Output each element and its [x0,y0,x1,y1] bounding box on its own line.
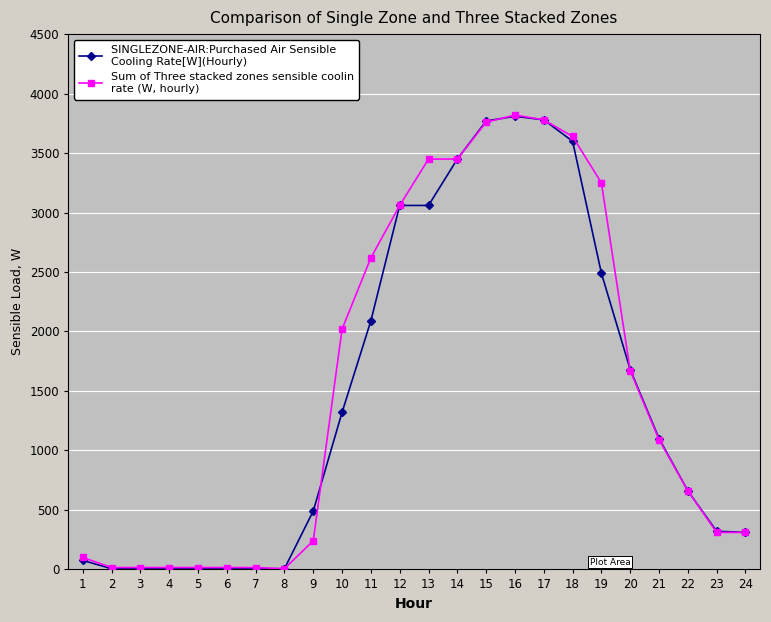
Sum of Three stacked zones sensible coolin
rate (W, hourly) [366,254,375,261]
Sum of Three stacked zones sensible coolin
rate (W, hourly) [308,537,318,544]
SINGLEZONE-AIR:Purchased Air Sensible
Cooling Rate[W](Hourly) [251,565,261,572]
Sum of Three stacked zones sensible coolin
rate (W, hourly) [683,487,692,494]
SINGLEZONE-AIR:Purchased Air Sensible
Cooling Rate[W](Hourly) [712,527,722,535]
SINGLEZONE-AIR:Purchased Air Sensible
Cooling Rate[W](Hourly) [78,557,87,564]
SINGLEZONE-AIR:Purchased Air Sensible
Cooling Rate[W](Hourly) [453,156,462,163]
SINGLEZONE-AIR:Purchased Air Sensible
Cooling Rate[W](Hourly) [280,565,289,572]
SINGLEZONE-AIR:Purchased Air Sensible
Cooling Rate[W](Hourly) [136,565,145,572]
Y-axis label: Sensible Load, W: Sensible Load, W [11,248,24,355]
SINGLEZONE-AIR:Purchased Air Sensible
Cooling Rate[W](Hourly) [510,113,520,120]
Sum of Three stacked zones sensible coolin
rate (W, hourly) [194,564,203,571]
Sum of Three stacked zones sensible coolin
rate (W, hourly) [712,529,722,536]
Sum of Three stacked zones sensible coolin
rate (W, hourly) [568,132,577,140]
Sum of Three stacked zones sensible coolin
rate (W, hourly) [539,116,548,124]
SINGLEZONE-AIR:Purchased Air Sensible
Cooling Rate[W](Hourly) [482,118,491,125]
X-axis label: Hour: Hour [395,597,433,611]
Sum of Three stacked zones sensible coolin
rate (W, hourly) [482,118,491,126]
SINGLEZONE-AIR:Purchased Air Sensible
Cooling Rate[W](Hourly) [539,116,548,124]
Sum of Three stacked zones sensible coolin
rate (W, hourly) [741,529,750,536]
SINGLEZONE-AIR:Purchased Air Sensible
Cooling Rate[W](Hourly) [655,435,664,442]
SINGLEZONE-AIR:Purchased Air Sensible
Cooling Rate[W](Hourly) [366,317,375,325]
SINGLEZONE-AIR:Purchased Air Sensible
Cooling Rate[W](Hourly) [568,137,577,145]
SINGLEZONE-AIR:Purchased Air Sensible
Cooling Rate[W](Hourly) [741,529,750,536]
Sum of Three stacked zones sensible coolin
rate (W, hourly) [251,564,261,571]
Sum of Three stacked zones sensible coolin
rate (W, hourly) [78,554,87,561]
SINGLEZONE-AIR:Purchased Air Sensible
Cooling Rate[W](Hourly) [424,202,433,209]
SINGLEZONE-AIR:Purchased Air Sensible
Cooling Rate[W](Hourly) [308,508,318,515]
Legend: SINGLEZONE-AIR:Purchased Air Sensible
Cooling Rate[W](Hourly), Sum of Three stac: SINGLEZONE-AIR:Purchased Air Sensible Co… [74,40,359,100]
Line: Sum of Three stacked zones sensible coolin
rate (W, hourly): Sum of Three stacked zones sensible cool… [80,113,749,572]
Sum of Three stacked zones sensible coolin
rate (W, hourly) [338,325,347,333]
SINGLEZONE-AIR:Purchased Air Sensible
Cooling Rate[W](Hourly) [164,565,173,572]
Sum of Three stacked zones sensible coolin
rate (W, hourly) [453,156,462,163]
SINGLEZONE-AIR:Purchased Air Sensible
Cooling Rate[W](Hourly) [222,565,231,572]
SINGLEZONE-AIR:Purchased Air Sensible
Cooling Rate[W](Hourly) [395,202,404,209]
SINGLEZONE-AIR:Purchased Air Sensible
Cooling Rate[W](Hourly) [625,366,635,373]
Title: Comparison of Single Zone and Three Stacked Zones: Comparison of Single Zone and Three Stac… [210,11,618,26]
SINGLEZONE-AIR:Purchased Air Sensible
Cooling Rate[W](Hourly) [683,487,692,494]
Text: Plot Area: Plot Area [590,557,631,567]
SINGLEZONE-AIR:Purchased Air Sensible
Cooling Rate[W](Hourly) [597,269,606,277]
Sum of Three stacked zones sensible coolin
rate (W, hourly) [655,436,664,443]
Sum of Three stacked zones sensible coolin
rate (W, hourly) [625,367,635,374]
Sum of Three stacked zones sensible coolin
rate (W, hourly) [395,202,404,209]
Line: SINGLEZONE-AIR:Purchased Air Sensible
Cooling Rate[W](Hourly): SINGLEZONE-AIR:Purchased Air Sensible Co… [80,113,749,572]
Sum of Three stacked zones sensible coolin
rate (W, hourly) [424,156,433,163]
Sum of Three stacked zones sensible coolin
rate (W, hourly) [597,179,606,187]
Sum of Three stacked zones sensible coolin
rate (W, hourly) [107,564,116,571]
Sum of Three stacked zones sensible coolin
rate (W, hourly) [222,564,231,571]
SINGLEZONE-AIR:Purchased Air Sensible
Cooling Rate[W](Hourly) [194,565,203,572]
Sum of Three stacked zones sensible coolin
rate (W, hourly) [136,564,145,571]
Sum of Three stacked zones sensible coolin
rate (W, hourly) [510,111,520,119]
Sum of Three stacked zones sensible coolin
rate (W, hourly) [280,565,289,572]
SINGLEZONE-AIR:Purchased Air Sensible
Cooling Rate[W](Hourly) [107,565,116,572]
SINGLEZONE-AIR:Purchased Air Sensible
Cooling Rate[W](Hourly) [338,409,347,416]
Sum of Three stacked zones sensible coolin
rate (W, hourly) [164,564,173,571]
